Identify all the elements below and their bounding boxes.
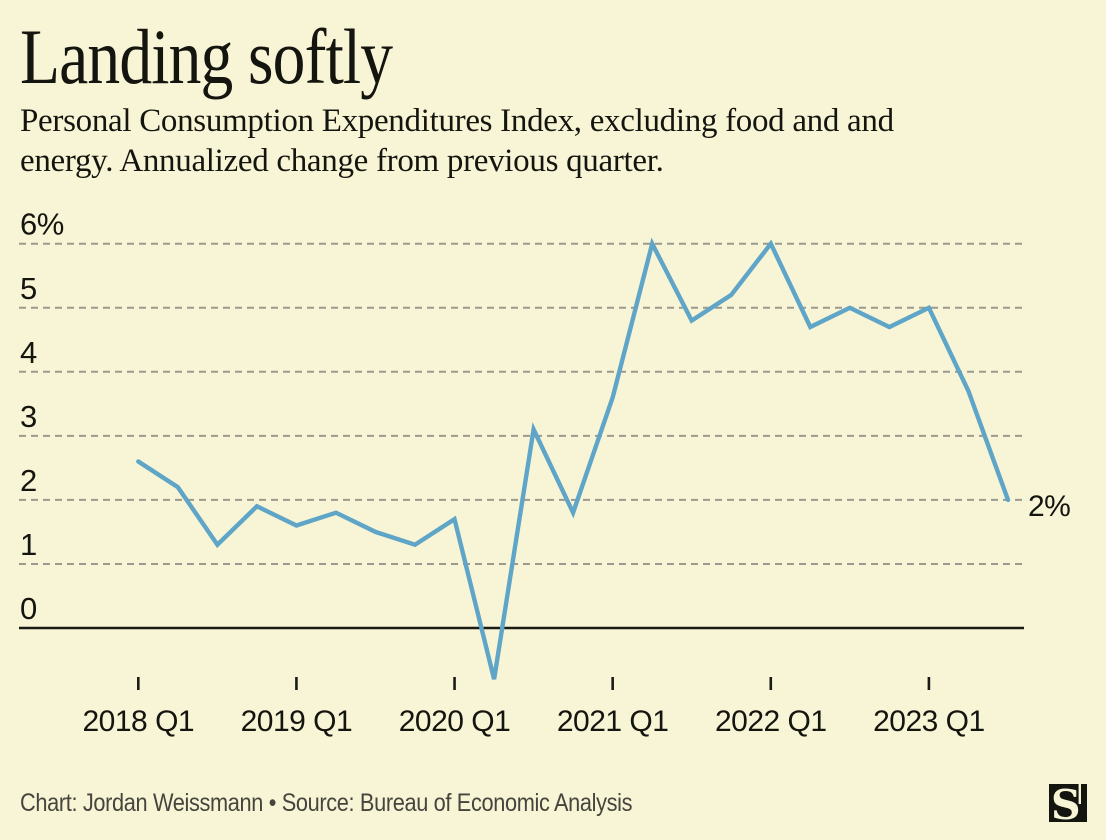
x-axis-label: 2022 Q1 bbox=[715, 705, 827, 738]
logo-s-letter: S bbox=[1051, 784, 1081, 822]
x-axis-label: 2020 Q1 bbox=[399, 705, 511, 738]
x-axis-label: 2021 Q1 bbox=[557, 705, 669, 738]
end-value-label-group: 2% bbox=[1028, 490, 1071, 523]
pce-line bbox=[136, 237, 1011, 680]
y-axis-label: 0 bbox=[20, 591, 37, 626]
y-axis-label: 4 bbox=[20, 335, 37, 370]
y-axis-label: 5 bbox=[20, 271, 37, 306]
page-title: Landing softly bbox=[20, 13, 393, 100]
y-axis-label: 3 bbox=[20, 399, 37, 434]
y-axis-label: 6% bbox=[20, 207, 64, 242]
subtitle-line-2: energy. Annualized change from previous … bbox=[20, 143, 664, 179]
x-axis-labels: 2018 Q1 2019 Q1 2020 Q1 2021 Q1 2022 Q1 2023 … bbox=[83, 705, 986, 738]
x-axis-ticks bbox=[137, 677, 931, 690]
y-axis-label: 1 bbox=[20, 527, 37, 562]
x-axis-label: 2023 Q1 bbox=[873, 705, 985, 738]
x-axis-label: 2019 Q1 bbox=[241, 705, 353, 738]
x-axis-label: 2018 Q1 bbox=[83, 705, 195, 738]
end-value-label: 2% bbox=[1028, 490, 1070, 523]
credit-source-text: Chart: Jordan Weissmann • Source: Bureau… bbox=[20, 788, 633, 817]
y-axis-labels: 6% 5 4 3 2 1 0 bbox=[20, 207, 64, 626]
logo-slit bbox=[1078, 784, 1081, 804]
gridlines bbox=[19, 242, 1024, 630]
footer: Chart: Jordan Weissmann • Source: Bureau… bbox=[20, 779, 1087, 827]
page-subtitle: Personal Consumption Expenditures Index,… bbox=[20, 101, 894, 181]
semafor-logo: S bbox=[1049, 784, 1087, 822]
y-axis-label: 2 bbox=[20, 463, 37, 498]
subtitle-line-1: Personal Consumption Expenditures Index,… bbox=[20, 103, 894, 139]
data-series bbox=[136, 237, 1011, 680]
